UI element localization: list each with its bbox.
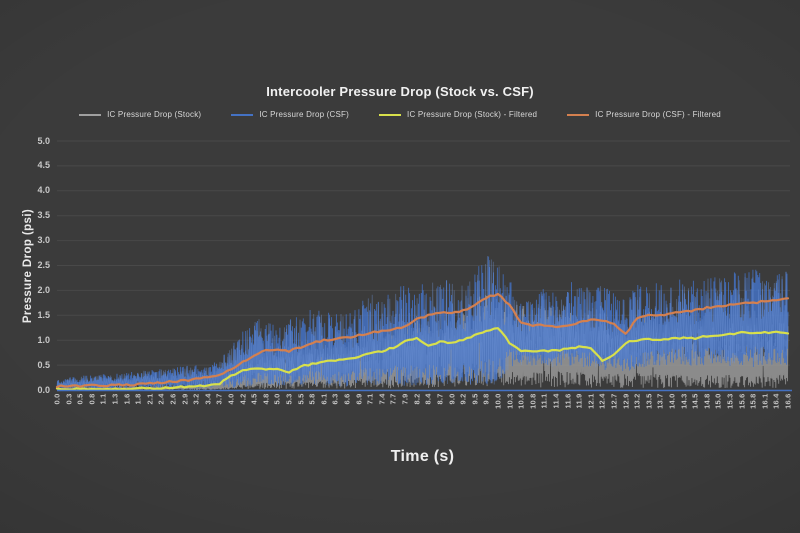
legend-line-swatch	[79, 113, 102, 116]
y-tick-label: 2.5	[37, 260, 50, 270]
chart-title: Intercooler Pressure Drop (Stock vs. CSF…	[266, 84, 534, 99]
legend-item-csf-raw: IC Pressure Drop (CSF)	[231, 110, 349, 119]
legend-label: IC Pressure Drop (CSF) - Filtered	[595, 110, 721, 119]
y-tick-label: 3.0	[37, 235, 50, 246]
y-tick-label: 4.0	[37, 185, 50, 196]
y-tick-label: 1.0	[37, 334, 50, 345]
y-tick-label: 0.0	[37, 384, 50, 395]
legend-label: IC Pressure Drop (CSF)	[259, 110, 350, 119]
legend-item-stock-raw: IC Pressure Drop (Stock)	[79, 110, 201, 119]
x-tick-label: 16.6	[783, 393, 793, 409]
legend-line-swatch	[379, 113, 402, 116]
y-tick-label: 4.5	[37, 160, 50, 171]
legend-line-swatch	[231, 113, 254, 116]
legend-label: IC Pressure Drop (Stock) - Filtered	[407, 110, 538, 119]
y-tick-label: 2.0	[37, 284, 50, 295]
legend-item-csf-filtered: IC Pressure Drop (CSF) - Filtered	[567, 110, 721, 119]
y-tick-label: 0.5	[37, 359, 50, 370]
y-tick-label: 3.5	[37, 210, 50, 221]
legend-line-swatch	[567, 113, 590, 116]
y-tick-label: 5.0	[37, 135, 50, 146]
chart-legend: IC Pressure Drop (Stock) IC Pressure Dro…	[0, 110, 800, 119]
legend-item-stock-filtered: IC Pressure Drop (Stock) - Filtered	[379, 110, 537, 119]
x-axis-title: Time (s)	[390, 448, 455, 465]
y-tick-label: 1.5	[37, 309, 50, 320]
legend-label: IC Pressure Drop (Stock)	[107, 110, 202, 119]
